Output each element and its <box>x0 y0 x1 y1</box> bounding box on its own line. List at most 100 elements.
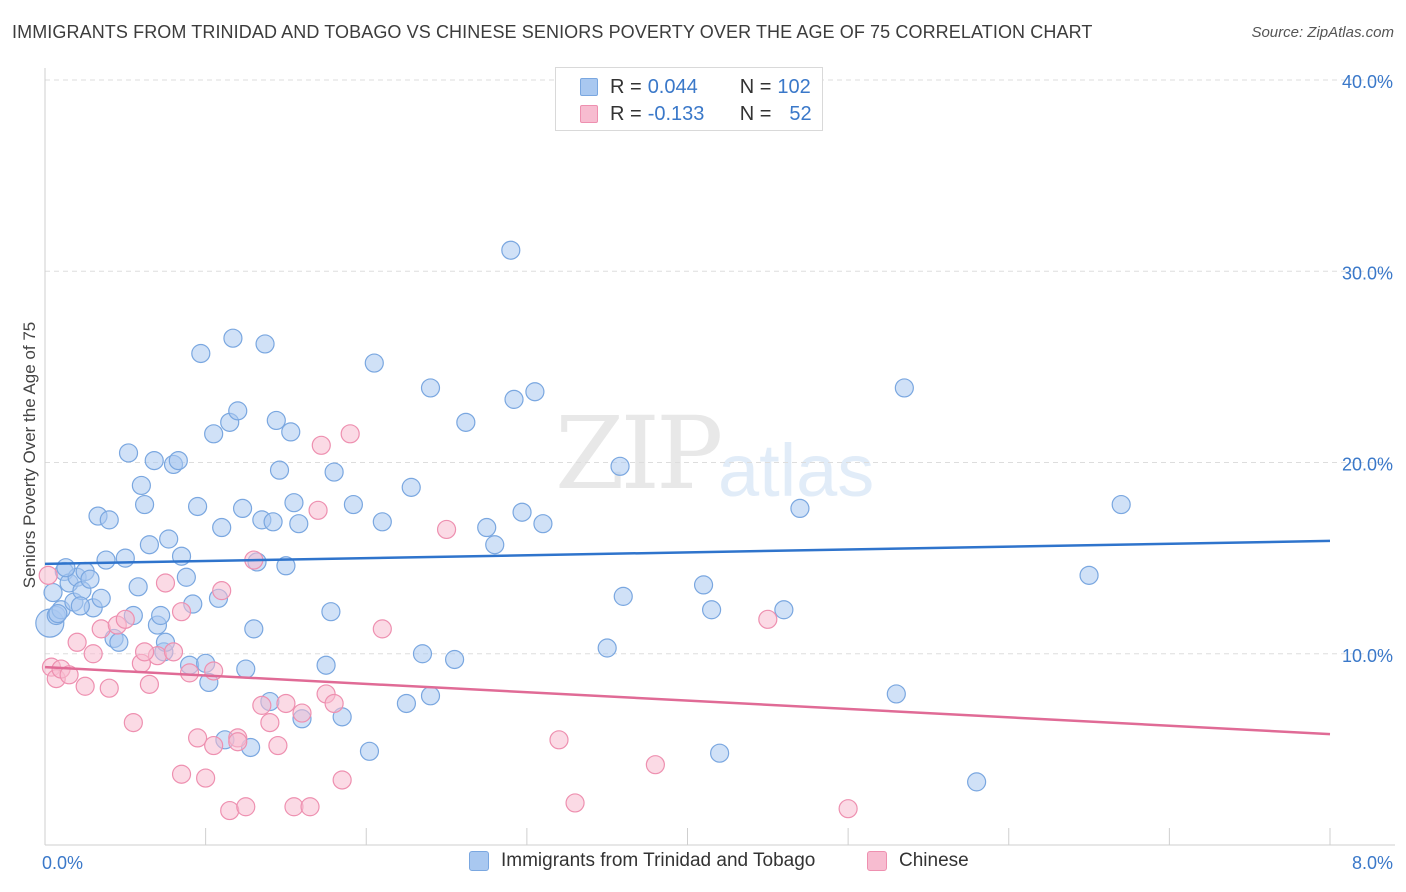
data-point-trinidad <box>894 378 914 398</box>
data-point-chinese <box>284 797 304 817</box>
data-point-trinidad <box>420 686 441 706</box>
data-point-chinese <box>155 573 176 593</box>
data-point-chinese <box>324 693 344 714</box>
data-point-chinese <box>340 424 360 444</box>
data-point-trinidad <box>396 693 417 714</box>
data-point-trinidad <box>144 450 164 471</box>
legend-swatch-pink <box>867 851 887 871</box>
data-point-trinidad <box>364 353 384 373</box>
data-point-trinidad <box>525 382 545 402</box>
data-point-trinidad <box>613 586 633 606</box>
data-point-chinese <box>83 644 103 664</box>
data-point-trinidad <box>372 512 392 532</box>
data-point-trinidad <box>276 556 296 576</box>
trendline-trinidad <box>44 539 1331 566</box>
data-point-chinese <box>38 565 58 585</box>
y-tick-label: 30.0% <box>1342 263 1393 283</box>
series-chinese-points <box>38 424 858 821</box>
x-tick-label: 8.0% <box>1352 853 1393 873</box>
data-point-trinidad <box>420 378 441 398</box>
data-point-trinidad <box>501 240 521 260</box>
data-point-chinese <box>196 768 216 788</box>
data-point-trinidad <box>96 550 116 570</box>
legend-label-chinese: Chinese <box>899 850 969 871</box>
data-point-trinidad <box>131 475 151 496</box>
data-point-chinese <box>67 632 87 652</box>
data-point-chinese <box>236 797 256 817</box>
data-point-chinese <box>228 732 248 752</box>
data-point-trinidad <box>109 632 129 652</box>
y-tick-label: 20.0% <box>1342 455 1393 475</box>
chart-title: IMMIGRANTS FROM TRINIDAD AND TOBAGO VS C… <box>12 22 1093 42</box>
data-point-chinese <box>123 712 143 733</box>
data-point-chinese <box>91 619 111 639</box>
legend-label-trinidad: Immigrants from Trinidad and Tobago <box>501 850 816 871</box>
tick-label-layer: 10.0% 20.0% 30.0% 40.0% 0.0% 8.0% <box>42 72 1393 873</box>
data-point-trinidad <box>610 456 630 476</box>
data-point-chinese <box>645 755 665 775</box>
data-point-chinese <box>134 642 155 662</box>
data-point-trinidad <box>191 343 211 364</box>
data-point-chinese <box>838 799 858 819</box>
data-point-trinidad <box>266 410 286 431</box>
data-point-trinidad <box>790 498 810 518</box>
data-point-trinidad <box>412 644 433 664</box>
data-point-chinese <box>268 735 288 756</box>
data-point-trinidad <box>477 517 497 538</box>
data-point-chinese <box>292 703 312 723</box>
data-point-trinidad <box>236 659 256 679</box>
data-point-chinese <box>163 642 184 662</box>
data-point-trinidad <box>139 535 160 555</box>
legend-item-trinidad[interactable]: Immigrants from Trinidad and Tobago <box>469 850 815 872</box>
data-point-chinese <box>311 435 331 455</box>
data-point-trinidad <box>151 605 171 626</box>
data-point-chinese <box>549 730 569 750</box>
data-point-trinidad <box>701 600 722 620</box>
data-point-chinese <box>332 770 352 790</box>
legend-swatch-blue <box>469 851 489 871</box>
data-point-chinese <box>276 693 296 714</box>
trendline-chinese <box>44 665 1331 736</box>
data-point-chinese <box>179 663 200 683</box>
data-point-trinidad <box>485 535 505 555</box>
watermark-zip: ZIP <box>555 395 723 512</box>
series-trinidad-points <box>35 240 1131 792</box>
legend-item-chinese[interactable]: Chinese <box>867 850 969 872</box>
data-point-trinidad <box>56 558 76 578</box>
data-point-trinidad <box>187 496 208 517</box>
legend-n-value: 102 <box>777 75 811 98</box>
data-point-trinidad <box>321 602 341 622</box>
data-point-chinese <box>220 800 240 821</box>
y-tick-label: 10.0% <box>1342 646 1393 666</box>
data-point-trinidad <box>80 569 100 589</box>
data-point-trinidad <box>967 772 987 792</box>
x-tick-label: 0.0% <box>42 853 83 873</box>
legend-r-value: -0.133 <box>647 102 705 125</box>
data-point-chinese <box>212 581 232 601</box>
data-point-trinidad <box>118 443 139 463</box>
data-point-trinidad <box>43 582 63 603</box>
data-point-chinese <box>59 665 79 685</box>
data-point-trinidad <box>710 743 730 763</box>
data-point-chinese <box>75 676 95 696</box>
data-point-trinidad <box>281 422 301 442</box>
legend-n-label: N = <box>739 102 772 125</box>
data-point-chinese <box>436 519 457 540</box>
data-point-trinidad <box>693 575 714 595</box>
data-point-trinidad <box>128 577 148 597</box>
data-point-trinidad <box>99 510 119 530</box>
data-point-chinese <box>252 695 272 715</box>
data-point-chinese <box>300 797 320 817</box>
data-point-trinidad <box>212 517 232 538</box>
data-point-trinidad <box>255 334 275 354</box>
data-point-chinese <box>139 674 160 694</box>
data-point-trinidad <box>886 684 906 704</box>
data-point-trinidad <box>1111 494 1131 515</box>
correlation-legend: R = 0.044 N = 102 R = -0.133 N = 52 <box>555 67 823 131</box>
data-point-trinidad <box>70 596 90 616</box>
data-point-trinidad <box>232 498 253 518</box>
legend-r-label: R = <box>610 102 642 125</box>
data-point-trinidad <box>504 389 524 409</box>
legend-swatch-blue <box>580 78 598 96</box>
legend-r-value: 0.044 <box>647 75 698 98</box>
